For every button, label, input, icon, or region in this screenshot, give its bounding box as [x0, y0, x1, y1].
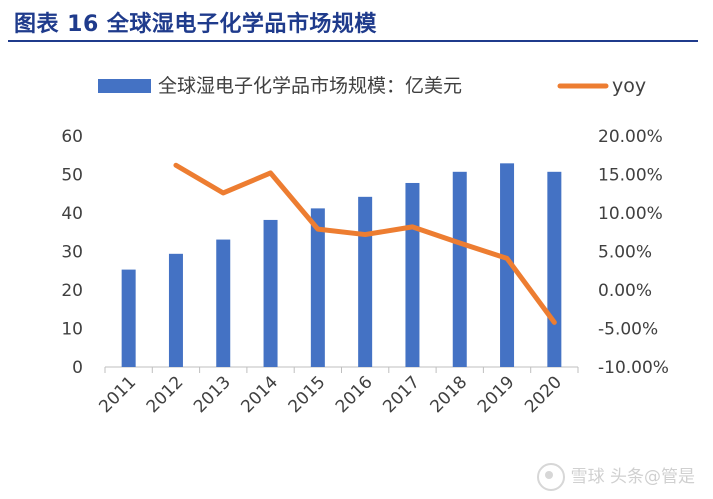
legend: 全球湿电子化学品市场规模：亿美元 yoy [98, 75, 646, 97]
y-left-tick-label: 50 [61, 166, 83, 186]
bar [405, 182, 420, 367]
y-left-tick-label: 60 [61, 127, 83, 147]
bar [452, 171, 467, 367]
bar [216, 239, 231, 367]
x-tick-label: 2017 [379, 372, 424, 417]
x-tick-label: 2011 [95, 372, 140, 417]
axes [104, 366, 579, 373]
x-tick-label: 2020 [521, 372, 566, 417]
bar [358, 196, 373, 367]
watermark-author: 头条@管是 [610, 467, 695, 487]
legend-bar-label: 全球湿电子化学品市场规模：亿美元 [158, 75, 462, 97]
y-right-tick-label: 20.00% [598, 127, 663, 147]
line-series [173, 162, 557, 325]
title-divider [8, 40, 698, 42]
bar [310, 208, 325, 367]
bar [263, 219, 278, 367]
x-tick-label: 2016 [332, 372, 377, 417]
bar [500, 163, 515, 367]
y-right-tick-label: -10.00% [598, 358, 669, 378]
y-left-tick-label: 0 [72, 358, 83, 378]
legend-line-label: yoy [612, 75, 646, 97]
y-right-tick-label: 0.00% [598, 281, 652, 301]
watermark: 雪球 头条@管是 [536, 462, 695, 491]
figure-title: 图表 16 全球湿电子化学品市场规模 [14, 12, 377, 37]
x-tick-label: 2014 [237, 372, 282, 417]
y-right-tick-label: 15.00% [598, 166, 663, 186]
x-tick-label: 2019 [474, 372, 519, 417]
y-right-tick-label: 5.00% [598, 243, 652, 263]
x-tick-label: 2013 [190, 372, 235, 417]
y-left-tick-label: 10 [61, 320, 83, 340]
x-tick-label: 2015 [285, 372, 330, 417]
x-tick-label: 2012 [143, 372, 188, 417]
snowball-logo-icon [536, 463, 565, 491]
watermark-brand: 雪球 [570, 467, 605, 487]
y-right-tick-label: -5.00% [598, 320, 658, 340]
y-left-tick-label: 30 [61, 243, 83, 263]
bar [168, 253, 183, 367]
bar [121, 269, 136, 367]
legend-bar-swatch [98, 79, 151, 93]
bar [547, 171, 562, 367]
y-left-tick-label: 40 [61, 204, 83, 224]
x-tick-label: 2018 [427, 372, 472, 417]
y-left-tick-label: 20 [61, 281, 83, 301]
y-right-tick-label: 10.00% [598, 204, 663, 224]
bar-series [121, 163, 562, 367]
